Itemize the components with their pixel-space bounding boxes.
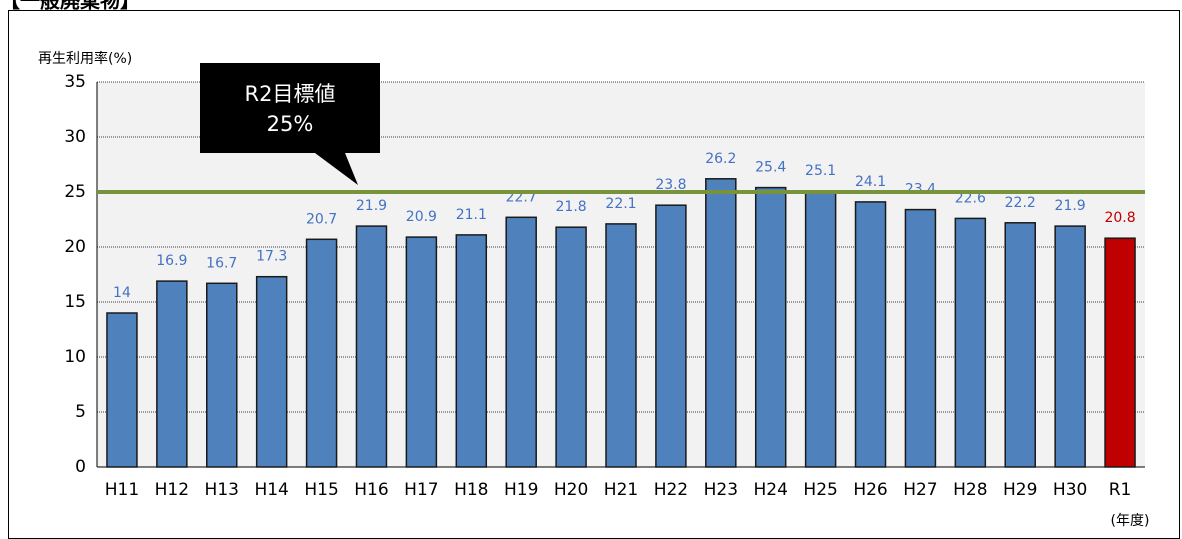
callout-title: R2目標値 [245, 82, 336, 106]
bar [555, 226, 587, 468]
bar [754, 186, 787, 468]
x-tick-label: H16 [354, 480, 388, 500]
x-tick-label: H24 [754, 480, 788, 500]
bar [405, 236, 438, 468]
x-tick-label: H11 [105, 480, 139, 500]
bar [305, 238, 338, 468]
value-label: 14 [113, 285, 131, 301]
value-label: 21.8 [556, 199, 587, 215]
x-tick-label: H19 [504, 480, 538, 500]
value-label: 21.1 [456, 207, 487, 223]
value-label: 21.9 [1055, 198, 1086, 214]
callout-value: 25% [267, 112, 314, 136]
y-axis-label: 再生利用率(%) [38, 50, 132, 67]
value-label: 20.7 [306, 211, 337, 227]
value-label: 22.2 [1005, 195, 1036, 211]
value-label: 21.9 [356, 198, 387, 214]
x-tick-label: H20 [554, 480, 588, 500]
bar [904, 208, 937, 468]
bar [705, 178, 737, 468]
value-label: 22.1 [605, 196, 636, 212]
value-label: 24.1 [855, 174, 886, 190]
callout-box [200, 63, 380, 185]
value-label: 23.8 [655, 177, 686, 193]
bar [106, 312, 138, 468]
x-tick-label: H27 [903, 480, 937, 500]
value-label: 17.3 [256, 249, 287, 265]
value-label: 25.1 [805, 163, 836, 179]
value-label: 25.4 [755, 160, 786, 176]
y-tick-label: 15 [64, 292, 86, 312]
bar [605, 223, 637, 468]
x-tick-label: H18 [454, 480, 488, 500]
bar [156, 280, 188, 468]
value-label: 16.9 [156, 253, 187, 269]
y-tick-label: 25 [64, 182, 86, 202]
x-tick-label: H15 [304, 480, 338, 500]
x-tick-label: H23 [704, 480, 738, 500]
bar [505, 216, 537, 468]
x-tick-label: H14 [254, 480, 288, 500]
value-label: 20.9 [406, 209, 437, 225]
x-tick-label: H26 [853, 480, 887, 500]
y-tick-label: 0 [75, 457, 86, 477]
x-tick-label: H29 [1003, 480, 1037, 500]
bar [1004, 222, 1036, 468]
value-label: 26.2 [705, 151, 736, 167]
x-axis-label: (年度) [1111, 513, 1150, 529]
x-tick-label: H13 [205, 480, 239, 500]
y-tick-label: 20 [64, 237, 86, 257]
bar [1054, 225, 1086, 468]
bar [455, 234, 488, 468]
x-tick-label: R1 [1109, 480, 1132, 500]
bar [206, 282, 238, 468]
value-label: 16.7 [206, 255, 237, 271]
bar [355, 225, 388, 468]
x-tick-label: H25 [803, 480, 837, 500]
x-tick-label: H22 [654, 480, 688, 500]
bar [1104, 237, 1136, 468]
x-tick-label: H12 [155, 480, 189, 500]
bar [854, 201, 887, 468]
value-label: 20.8 [1104, 210, 1135, 226]
y-tick-label: 10 [64, 347, 86, 367]
bar [954, 217, 987, 468]
y-tick-label: 30 [64, 127, 86, 147]
x-tick-label: H21 [604, 480, 638, 500]
x-tick-label: H17 [404, 480, 438, 500]
callout: R2目標値 25% [200, 63, 380, 185]
bar [804, 190, 837, 468]
x-tick-label: H30 [1053, 480, 1087, 500]
bar [255, 275, 288, 468]
y-tick-label: 35 [64, 72, 86, 92]
header: 【一般廃棄物】 [0, 0, 140, 13]
bar [655, 204, 687, 468]
y-tick-label: 5 [75, 402, 86, 422]
value-label: 23.4 [905, 182, 936, 198]
x-tick-label: H28 [953, 480, 987, 500]
value-label: 22.6 [955, 190, 986, 206]
